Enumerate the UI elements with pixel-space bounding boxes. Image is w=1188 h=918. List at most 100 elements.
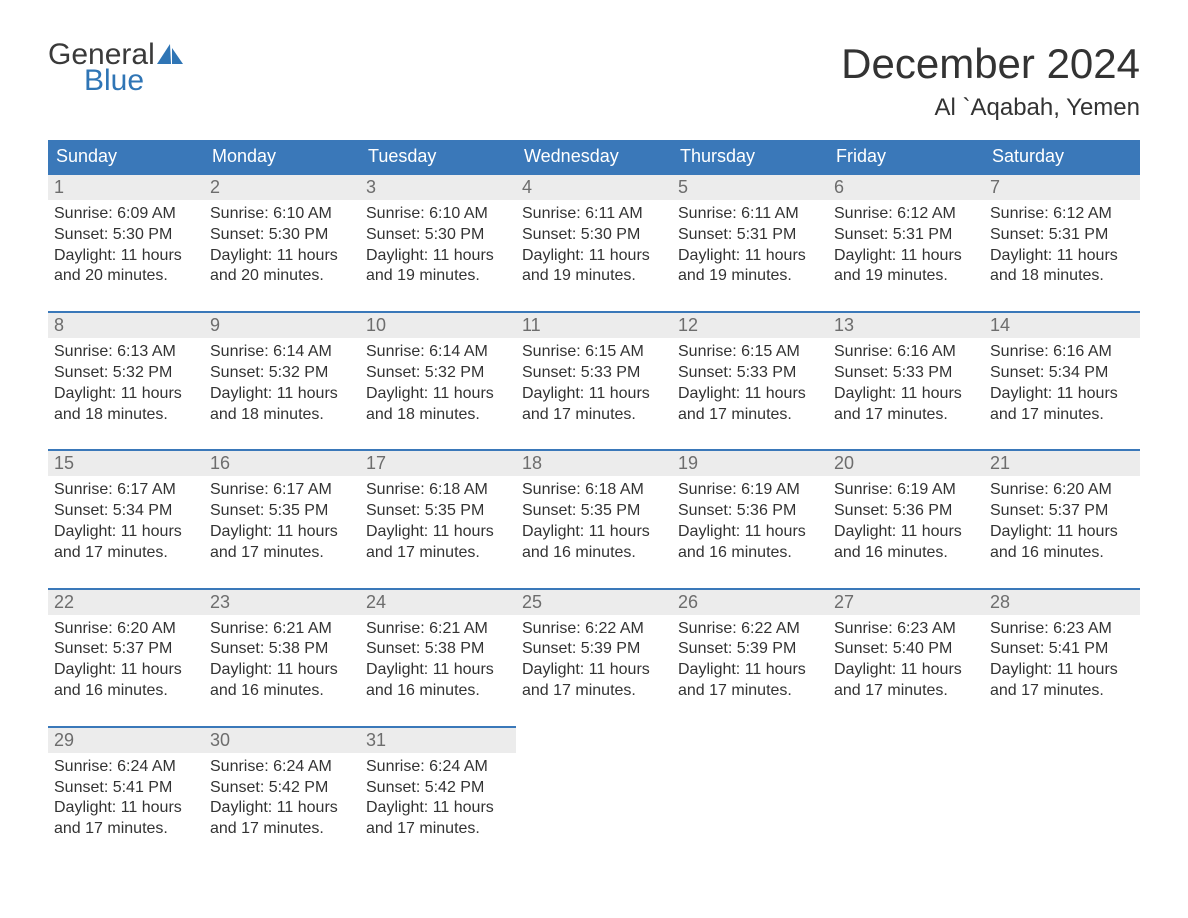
daylight-line-2: and 16 minutes. <box>366 681 510 702</box>
daylight-line-1: Daylight: 11 hours <box>522 660 666 681</box>
sunrise-line: Sunrise: 6:10 AM <box>210 204 354 225</box>
daylight-line-2: and 16 minutes. <box>210 681 354 702</box>
day-number: 7 <box>984 175 1140 200</box>
daylight-line-2: and 16 minutes. <box>54 681 198 702</box>
day-details: Sunrise: 6:17 AMSunset: 5:35 PMDaylight:… <box>204 476 360 587</box>
calendar-day-cell: 16Sunrise: 6:17 AMSunset: 5:35 PMDayligh… <box>204 450 360 588</box>
calendar-day-cell: 4Sunrise: 6:11 AMSunset: 5:30 PMDaylight… <box>516 174 672 312</box>
sunrise-line: Sunrise: 6:24 AM <box>54 757 198 778</box>
sunset-line: Sunset: 5:30 PM <box>54 225 198 246</box>
day-details: Sunrise: 6:19 AMSunset: 5:36 PMDaylight:… <box>672 476 828 587</box>
logo-text-blue: Blue <box>48 66 183 96</box>
sunrise-line: Sunrise: 6:21 AM <box>210 619 354 640</box>
calendar-day-cell: 12Sunrise: 6:15 AMSunset: 5:33 PMDayligh… <box>672 312 828 450</box>
day-number: 19 <box>672 451 828 476</box>
day-number: 2 <box>204 175 360 200</box>
sunrise-line: Sunrise: 6:15 AM <box>522 342 666 363</box>
day-number: 5 <box>672 175 828 200</box>
calendar-day-cell: 22Sunrise: 6:20 AMSunset: 5:37 PMDayligh… <box>48 589 204 727</box>
calendar-day-cell: 3Sunrise: 6:10 AMSunset: 5:30 PMDaylight… <box>360 174 516 312</box>
daylight-line-2: and 17 minutes. <box>990 681 1134 702</box>
location-label: Al `Aqabah, Yemen <box>841 94 1140 122</box>
daylight-line-1: Daylight: 11 hours <box>834 246 978 267</box>
day-number: 26 <box>672 590 828 615</box>
daylight-line-1: Daylight: 11 hours <box>678 522 822 543</box>
daylight-line-2: and 19 minutes. <box>678 266 822 287</box>
daylight-line-1: Daylight: 11 hours <box>834 522 978 543</box>
sunset-line: Sunset: 5:30 PM <box>522 225 666 246</box>
day-details: Sunrise: 6:13 AMSunset: 5:32 PMDaylight:… <box>48 338 204 449</box>
day-number: 10 <box>360 313 516 338</box>
day-details: Sunrise: 6:09 AMSunset: 5:30 PMDaylight:… <box>48 200 204 311</box>
calendar-day-cell: 31Sunrise: 6:24 AMSunset: 5:42 PMDayligh… <box>360 727 516 864</box>
daylight-line-1: Daylight: 11 hours <box>990 660 1134 681</box>
calendar-day-cell: 14Sunrise: 6:16 AMSunset: 5:34 PMDayligh… <box>984 312 1140 450</box>
day-details: Sunrise: 6:16 AMSunset: 5:33 PMDaylight:… <box>828 338 984 449</box>
title-block: December 2024 Al `Aqabah, Yemen <box>841 40 1140 122</box>
daylight-line-2: and 18 minutes. <box>990 266 1134 287</box>
daylight-line-2: and 17 minutes. <box>522 681 666 702</box>
day-details: Sunrise: 6:15 AMSunset: 5:33 PMDaylight:… <box>672 338 828 449</box>
sunrise-line: Sunrise: 6:19 AM <box>834 480 978 501</box>
sunrise-line: Sunrise: 6:12 AM <box>834 204 978 225</box>
day-number: 17 <box>360 451 516 476</box>
daylight-line-1: Daylight: 11 hours <box>366 798 510 819</box>
day-details: Sunrise: 6:17 AMSunset: 5:34 PMDaylight:… <box>48 476 204 587</box>
sunset-line: Sunset: 5:34 PM <box>990 363 1134 384</box>
day-number: 18 <box>516 451 672 476</box>
daylight-line-1: Daylight: 11 hours <box>990 246 1134 267</box>
day-details: Sunrise: 6:19 AMSunset: 5:36 PMDaylight:… <box>828 476 984 587</box>
calendar-day-cell: 6Sunrise: 6:12 AMSunset: 5:31 PMDaylight… <box>828 174 984 312</box>
daylight-line-2: and 17 minutes. <box>990 405 1134 426</box>
sunrise-line: Sunrise: 6:15 AM <box>678 342 822 363</box>
daylight-line-1: Daylight: 11 hours <box>54 660 198 681</box>
day-number: 4 <box>516 175 672 200</box>
calendar-day-cell: 26Sunrise: 6:22 AMSunset: 5:39 PMDayligh… <box>672 589 828 727</box>
sunset-line: Sunset: 5:37 PM <box>990 501 1134 522</box>
sunrise-line: Sunrise: 6:16 AM <box>834 342 978 363</box>
calendar-day-cell: 29Sunrise: 6:24 AMSunset: 5:41 PMDayligh… <box>48 727 204 864</box>
daylight-line-1: Daylight: 11 hours <box>990 522 1134 543</box>
day-details: Sunrise: 6:24 AMSunset: 5:42 PMDaylight:… <box>360 753 516 864</box>
day-number: 24 <box>360 590 516 615</box>
daylight-line-1: Daylight: 11 hours <box>54 246 198 267</box>
daylight-line-2: and 17 minutes. <box>678 405 822 426</box>
day-details: Sunrise: 6:18 AMSunset: 5:35 PMDaylight:… <box>516 476 672 587</box>
daylight-line-1: Daylight: 11 hours <box>210 798 354 819</box>
sunrise-line: Sunrise: 6:23 AM <box>834 619 978 640</box>
sunset-line: Sunset: 5:33 PM <box>522 363 666 384</box>
sunset-line: Sunset: 5:42 PM <box>366 778 510 799</box>
sunset-line: Sunset: 5:42 PM <box>210 778 354 799</box>
sunrise-line: Sunrise: 6:12 AM <box>990 204 1134 225</box>
sunset-line: Sunset: 5:33 PM <box>678 363 822 384</box>
weekday-header: Saturday <box>984 140 1140 174</box>
day-number: 9 <box>204 313 360 338</box>
weekday-header: Tuesday <box>360 140 516 174</box>
daylight-line-2: and 17 minutes. <box>366 543 510 564</box>
day-details: Sunrise: 6:10 AMSunset: 5:30 PMDaylight:… <box>204 200 360 311</box>
sunset-line: Sunset: 5:32 PM <box>54 363 198 384</box>
calendar-day-cell: 13Sunrise: 6:16 AMSunset: 5:33 PMDayligh… <box>828 312 984 450</box>
sunrise-line: Sunrise: 6:20 AM <box>54 619 198 640</box>
sunset-line: Sunset: 5:36 PM <box>834 501 978 522</box>
daylight-line-2: and 16 minutes. <box>678 543 822 564</box>
sail-icon <box>157 40 183 60</box>
day-details: Sunrise: 6:12 AMSunset: 5:31 PMDaylight:… <box>828 200 984 311</box>
calendar-day-cell: 8Sunrise: 6:13 AMSunset: 5:32 PMDaylight… <box>48 312 204 450</box>
daylight-line-2: and 17 minutes. <box>366 819 510 840</box>
calendar-day-cell: 24Sunrise: 6:21 AMSunset: 5:38 PMDayligh… <box>360 589 516 727</box>
day-details: Sunrise: 6:15 AMSunset: 5:33 PMDaylight:… <box>516 338 672 449</box>
sunset-line: Sunset: 5:38 PM <box>366 639 510 660</box>
calendar-day-cell: 19Sunrise: 6:19 AMSunset: 5:36 PMDayligh… <box>672 450 828 588</box>
daylight-line-1: Daylight: 11 hours <box>834 660 978 681</box>
sunset-line: Sunset: 5:30 PM <box>210 225 354 246</box>
day-number: 23 <box>204 590 360 615</box>
sunset-line: Sunset: 5:36 PM <box>678 501 822 522</box>
daylight-line-1: Daylight: 11 hours <box>54 798 198 819</box>
daylight-line-2: and 17 minutes. <box>678 681 822 702</box>
sunset-line: Sunset: 5:38 PM <box>210 639 354 660</box>
calendar-week-row: 22Sunrise: 6:20 AMSunset: 5:37 PMDayligh… <box>48 589 1140 727</box>
day-number: 12 <box>672 313 828 338</box>
sunrise-line: Sunrise: 6:14 AM <box>366 342 510 363</box>
daylight-line-1: Daylight: 11 hours <box>210 522 354 543</box>
